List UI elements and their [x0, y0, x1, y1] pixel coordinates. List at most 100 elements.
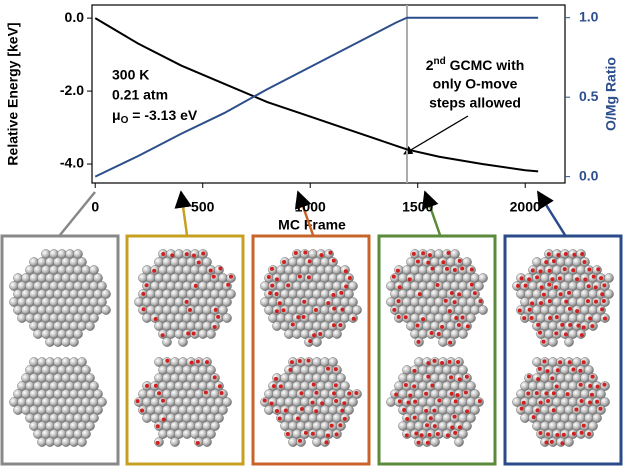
atom — [206, 365, 216, 375]
subscript: O — [121, 115, 129, 126]
oxygen — [424, 408, 429, 413]
oxygen — [141, 307, 146, 312]
oxygen — [416, 440, 421, 445]
oxygen — [456, 359, 461, 364]
oxygen — [140, 408, 145, 413]
oxygen — [333, 367, 338, 372]
oxygen — [306, 275, 311, 280]
oxygen — [278, 384, 283, 389]
atom — [588, 421, 598, 431]
annotation: only O-move — [433, 76, 518, 92]
oxygen — [446, 250, 451, 255]
oxygen — [426, 260, 431, 265]
atom — [600, 397, 610, 407]
oxygen — [464, 374, 469, 379]
oxygen — [546, 252, 551, 257]
oxygen — [152, 268, 157, 273]
oxygen — [157, 391, 162, 396]
oxygen — [285, 431, 290, 436]
oxygen — [557, 276, 562, 281]
atom — [592, 413, 602, 423]
atom — [89, 381, 99, 391]
oxygen — [274, 376, 279, 381]
atom — [222, 313, 232, 323]
oxygen — [436, 332, 441, 337]
oxygen — [516, 283, 521, 288]
atom — [548, 337, 558, 347]
oxygen — [312, 333, 317, 338]
oxygen — [519, 406, 524, 411]
oxygen — [463, 390, 468, 395]
oxygen — [340, 307, 345, 312]
oxygen — [448, 340, 453, 345]
oxygen — [572, 252, 577, 257]
atom — [584, 365, 594, 375]
oxygen — [457, 377, 462, 382]
oxygen — [432, 408, 437, 413]
atom — [178, 337, 188, 347]
oxygen — [449, 375, 454, 380]
oxygen — [586, 284, 591, 289]
oxygen — [394, 392, 399, 397]
atom — [89, 313, 99, 323]
oxygen — [578, 368, 583, 373]
x-tick-label: 1000 — [295, 199, 326, 215]
oxygen — [546, 432, 551, 437]
oxygen — [299, 391, 304, 396]
oxygen — [324, 440, 329, 445]
oxygen — [274, 292, 279, 297]
oxygen — [521, 400, 526, 405]
atom — [97, 281, 107, 291]
oxygen — [530, 268, 535, 273]
atom — [466, 381, 476, 391]
oxygen — [344, 284, 349, 289]
atom — [77, 437, 87, 447]
oxygen — [310, 431, 315, 436]
panel-connector — [294, 190, 315, 236]
oxygen — [576, 323, 581, 328]
oxygen — [334, 432, 339, 437]
oxygen — [184, 299, 189, 304]
atom — [101, 305, 111, 315]
oxygen — [338, 423, 343, 428]
oxygen — [539, 285, 544, 290]
atom — [214, 413, 224, 423]
atom — [89, 413, 99, 423]
oxygen — [325, 433, 330, 438]
oxygen — [289, 360, 294, 365]
symbol: μ — [112, 107, 121, 123]
oxygen — [160, 333, 165, 338]
oxygen — [571, 367, 576, 372]
atom — [462, 257, 472, 267]
oxygen — [201, 251, 206, 256]
oxygen — [266, 275, 271, 280]
oxygen — [296, 315, 301, 320]
oxygen — [544, 260, 549, 265]
oxygen — [195, 441, 200, 446]
panel-connector — [536, 190, 567, 236]
atom — [69, 337, 79, 347]
plot-frame — [91, 4, 566, 184]
oxygen — [421, 317, 426, 322]
oxygen — [160, 398, 165, 403]
atom — [478, 273, 488, 283]
oxygen — [582, 260, 587, 265]
oxygen — [286, 283, 291, 288]
oxygen — [561, 432, 566, 437]
atom — [93, 405, 103, 415]
panel-connector — [174, 190, 192, 236]
oxygen — [192, 253, 197, 258]
oxygen — [403, 382, 408, 387]
atom — [81, 365, 91, 375]
oxygen — [452, 268, 457, 273]
oxygen — [522, 316, 527, 321]
oxygen — [342, 401, 347, 406]
atom — [604, 273, 614, 283]
oxygen — [587, 267, 592, 272]
oxygen — [450, 425, 455, 430]
oxygen — [564, 299, 569, 304]
atom — [202, 257, 212, 267]
oxygen — [579, 333, 584, 338]
oxygen — [331, 258, 336, 263]
